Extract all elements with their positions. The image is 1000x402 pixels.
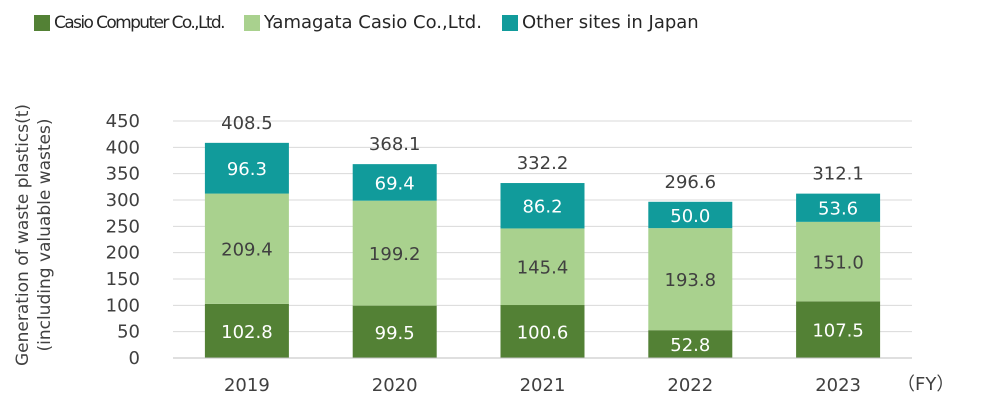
total-label-2023: 312.1 <box>812 164 864 185</box>
data-label-2021-series-0: 100.6 <box>517 323 569 344</box>
legend-item-casio-computer: Casio Computer Co.,Ltd. <box>34 12 226 33</box>
data-label-2023-series-2: 53.6 <box>818 199 858 220</box>
y-tick-label-150: 150 <box>106 269 140 290</box>
y-tick-label-0: 0 <box>129 348 140 369</box>
data-label-2021-series-1: 145.4 <box>517 258 569 279</box>
legend-swatch-other-sites <box>501 14 518 31</box>
y-tick-label-200: 200 <box>106 243 140 264</box>
data-label-2021-series-2: 86.2 <box>522 197 562 218</box>
bar-2023-series-1 <box>796 221 881 302</box>
y-tick-label-100: 100 <box>106 295 140 316</box>
bar-2021-series-0 <box>500 305 585 358</box>
total-label-2021: 332.2 <box>517 153 569 174</box>
data-label-2020-series-2: 69.4 <box>375 173 415 194</box>
total-label-2022: 296.6 <box>665 172 717 193</box>
bar-2020-series-0 <box>352 305 437 358</box>
data-label-2023-series-1: 151.0 <box>812 253 864 274</box>
bar-2022-series-0 <box>648 330 733 358</box>
bar-2021-series-2 <box>500 183 585 229</box>
bar-2020-series-2 <box>352 164 437 201</box>
bar-2023-series-2 <box>796 193 881 222</box>
data-label-2019-series-2: 96.3 <box>227 159 267 180</box>
data-label-2019-series-1: 209.4 <box>221 240 273 261</box>
legend-item-other-sites: Other sites in Japan <box>501 12 699 33</box>
y-tick-label-450: 450 <box>106 111 140 132</box>
legend-swatch-casio-computer <box>34 14 50 31</box>
data-label-2020-series-0: 99.5 <box>375 323 415 344</box>
bar-2023-series-0 <box>796 301 881 358</box>
bar-2020-series-1 <box>352 200 437 306</box>
x-tick-label-2022: 2022 <box>667 375 713 396</box>
total-label-2019: 408.5 <box>221 113 273 134</box>
y-tick-label-400: 400 <box>106 137 140 158</box>
total-label-2020: 368.1 <box>369 134 421 155</box>
data-label-2022-series-0: 52.8 <box>670 335 710 356</box>
x-tick-label-2023: 2023 <box>815 375 861 396</box>
legend-label-yamagata-casio: Yamagata Casio Co.,Ltd. <box>263 12 482 33</box>
legend-label-casio-computer: Casio Computer Co.,Ltd. <box>54 12 226 33</box>
data-label-2022-series-1: 193.8 <box>665 270 717 291</box>
bar-2022-series-1 <box>648 228 733 331</box>
bar-2022-series-2 <box>648 201 733 229</box>
y-tick-label-50: 50 <box>117 322 140 343</box>
x-tick-label-2020: 2020 <box>372 375 418 396</box>
bar-2019-series-1 <box>204 193 289 304</box>
y-tick-label-250: 250 <box>106 216 140 237</box>
legend-label-other-sites: Other sites in Japan <box>521 12 699 33</box>
legend-swatch-yamagata-casio <box>243 14 260 31</box>
bar-2021-series-1 <box>500 228 585 306</box>
bar-2019-series-2 <box>204 142 289 194</box>
legend-item-yamagata-casio: Yamagata Casio Co.,Ltd. <box>243 12 482 33</box>
bar-2019-series-0 <box>204 303 289 358</box>
data-label-2019-series-0: 102.8 <box>221 322 273 343</box>
data-label-2022-series-2: 50.0 <box>670 206 710 227</box>
y-tick-label-350: 350 <box>106 164 140 185</box>
x-axis-unit-label: （FY） <box>897 374 955 395</box>
data-label-2020-series-1: 199.2 <box>369 244 421 265</box>
x-tick-label-2019: 2019 <box>224 375 270 396</box>
y-tick-label-300: 300 <box>106 190 140 211</box>
data-label-2023-series-0: 107.5 <box>812 321 864 342</box>
x-tick-label-2021: 2021 <box>520 375 566 396</box>
chart-legend: Casio Computer Co.,Ltd. Yamagata Casio C… <box>34 12 719 33</box>
